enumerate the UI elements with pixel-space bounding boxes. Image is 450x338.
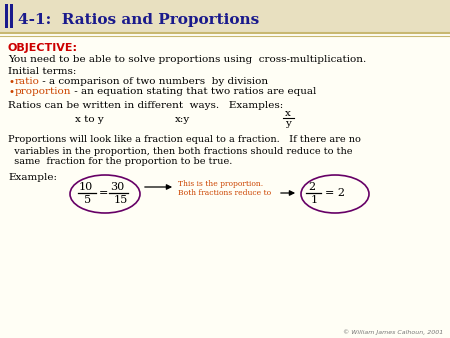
- Text: = 2: = 2: [325, 188, 345, 198]
- Text: 10: 10: [79, 182, 93, 192]
- Text: Initial terms:: Initial terms:: [8, 68, 76, 76]
- Text: •: •: [8, 87, 14, 97]
- Text: =: =: [99, 188, 108, 198]
- Text: This is the proportion.: This is the proportion.: [178, 180, 263, 188]
- Text: 15: 15: [114, 195, 128, 205]
- Bar: [5, 4, 8, 28]
- Text: 5: 5: [84, 195, 91, 205]
- Text: proportion: proportion: [15, 88, 72, 97]
- Text: 2: 2: [308, 182, 315, 192]
- Text: ratio: ratio: [15, 77, 40, 87]
- Text: You need to be able to solve proportions using  cross-multiplication.: You need to be able to solve proportions…: [8, 54, 366, 64]
- Text: x:y: x:y: [175, 115, 190, 123]
- Text: y: y: [285, 119, 291, 127]
- Text: variables in the proportion, then both fractions should reduce to the: variables in the proportion, then both f…: [8, 146, 352, 155]
- Text: Both fractions reduce to: Both fractions reduce to: [178, 189, 271, 197]
- Bar: [0, 0, 450, 33]
- Text: Ratios can be written in different  ways.   Examples:: Ratios can be written in different ways.…: [8, 101, 283, 111]
- Text: 1: 1: [311, 195, 318, 205]
- Text: x to y: x to y: [75, 115, 104, 123]
- Bar: [10, 4, 13, 28]
- Text: © William James Calhoun, 2001: © William James Calhoun, 2001: [343, 329, 443, 335]
- Text: 30: 30: [110, 182, 124, 192]
- Text: same  fraction for the proportion to be true.: same fraction for the proportion to be t…: [8, 158, 232, 167]
- Text: x: x: [285, 110, 291, 119]
- Text: - an equation stating that two ratios are equal: - an equation stating that two ratios ar…: [71, 88, 316, 97]
- Text: - a comparison of two numbers  by division: - a comparison of two numbers by divisio…: [39, 77, 268, 87]
- Text: OBJECTIVE:: OBJECTIVE:: [8, 43, 78, 53]
- Text: 4-1:  Ratios and Proportions: 4-1: Ratios and Proportions: [18, 13, 259, 27]
- Text: •: •: [8, 77, 14, 87]
- Text: Example:: Example:: [8, 173, 57, 183]
- Text: Proportions will look like a fraction equal to a fraction.   If there are no: Proportions will look like a fraction eq…: [8, 136, 361, 145]
